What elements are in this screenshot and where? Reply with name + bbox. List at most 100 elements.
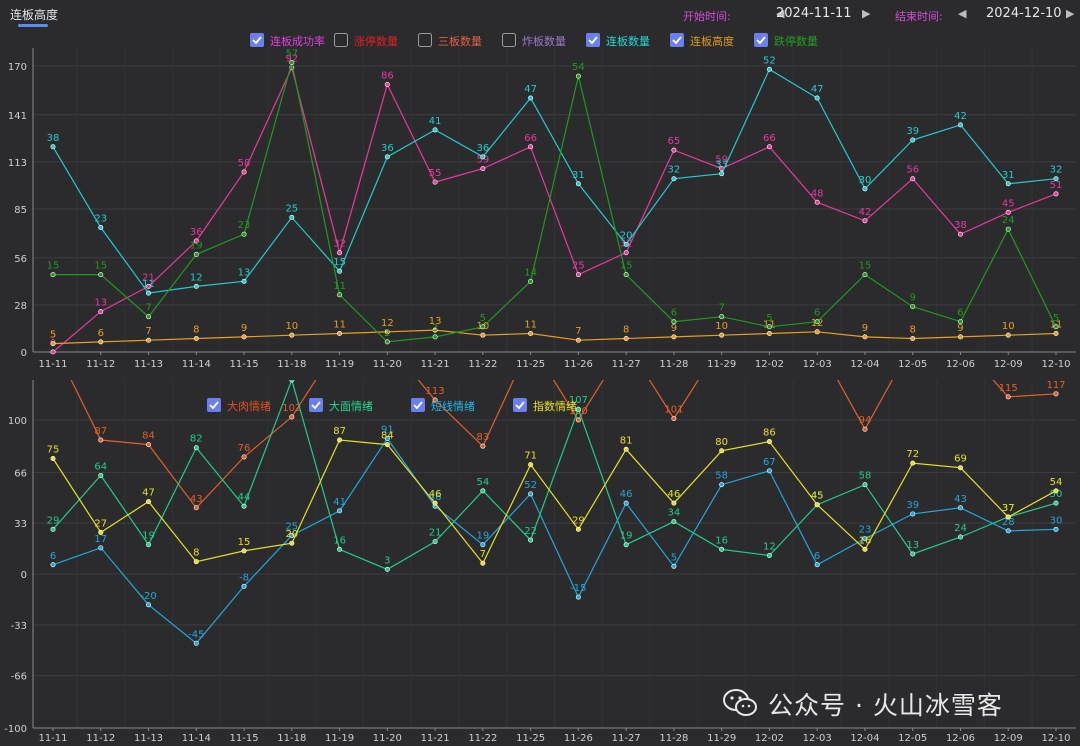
data-label: 5 — [671, 552, 677, 563]
end-date-prev-icon[interactable]: ◀ — [958, 7, 967, 20]
data-label: 54 — [572, 62, 585, 73]
data-label: 15 — [238, 537, 251, 548]
data-label: 66 — [524, 133, 537, 144]
data-label: 52 — [524, 480, 537, 491]
legend-item-指数情绪[interactable]: 指数情绪 — [513, 398, 577, 413]
data-label: 52 — [763, 55, 776, 66]
data-label: 32 — [333, 239, 346, 250]
data-label: 19 — [620, 531, 633, 542]
legend-label: 三板数量 — [438, 34, 482, 48]
data-label: 31 — [1002, 170, 1015, 181]
legend-checkbox — [586, 33, 600, 47]
data-point — [957, 122, 963, 128]
data-point — [814, 502, 820, 508]
data-point — [432, 327, 438, 333]
x-tick-label: 11-12 — [86, 359, 115, 370]
data-label: 9 — [671, 323, 677, 334]
data-point — [193, 505, 199, 511]
x-tick-label: 12-10 — [1041, 733, 1070, 744]
legend-checkbox — [502, 33, 516, 47]
data-label: 107 — [569, 395, 588, 406]
data-point — [1005, 332, 1011, 338]
data-point — [910, 336, 916, 342]
legend-item-炸板数量[interactable]: 炸板数量 — [502, 33, 567, 49]
data-point — [432, 500, 438, 506]
data-label: 46 — [429, 492, 442, 503]
data-point — [910, 551, 916, 557]
data-point — [814, 199, 820, 205]
data-point — [1053, 391, 1059, 397]
y-tick-label: 113 — [8, 158, 27, 169]
data-point — [289, 332, 295, 338]
data-label: 12 — [381, 318, 394, 329]
data-point — [50, 526, 56, 532]
data-label: 29 — [572, 515, 585, 526]
legend-label: 连板成功率 — [270, 34, 325, 48]
data-label: 71 — [524, 451, 537, 462]
data-point — [528, 330, 534, 336]
end-date-next-icon[interactable]: ▶ — [1066, 7, 1075, 20]
data-point — [289, 60, 295, 66]
data-label: 11 — [524, 319, 537, 330]
check-icon — [672, 36, 682, 45]
data-label: 86 — [763, 428, 776, 439]
data-point — [575, 594, 581, 600]
x-tick-label: 11-25 — [516, 733, 545, 744]
x-tick-label: 12-09 — [994, 733, 1023, 744]
legend-item-连板数量[interactable]: 连板数量 — [586, 33, 650, 48]
data-point — [766, 439, 772, 445]
x-tick-label: 11-12 — [86, 733, 115, 744]
legend-item-涨停数量[interactable]: 涨停数量 — [334, 33, 399, 49]
data-label: 13 — [429, 316, 442, 327]
legend-item-连板高度[interactable]: 连板高度 — [670, 33, 734, 48]
data-label: 14 — [524, 267, 537, 278]
start-date-prev-icon[interactable]: ◀ — [776, 7, 785, 20]
data-point — [671, 500, 677, 506]
data-point — [193, 559, 199, 565]
legend-item-大面情绪[interactable]: 大面情绪 — [309, 398, 373, 413]
legend-item-大肉情绪[interactable]: 大肉情绪 — [207, 398, 271, 413]
data-label: 87 — [333, 426, 346, 437]
data-label: 113 — [426, 386, 445, 397]
data-label: 69 — [954, 454, 967, 465]
data-label: 12 — [190, 272, 203, 283]
data-label: 15 — [94, 261, 107, 272]
data-point — [241, 548, 247, 554]
data-label: 101 — [664, 404, 683, 415]
data-point — [814, 319, 820, 325]
legend-item-跌停数量[interactable]: 跌停数量 — [754, 33, 818, 48]
x-tick-label: 12-10 — [1041, 359, 1070, 370]
data-point — [1005, 394, 1011, 400]
data-label: 66 — [763, 133, 776, 144]
data-point — [528, 95, 534, 101]
x-tick-label: 12-06 — [946, 359, 975, 370]
data-label: 8 — [193, 548, 199, 559]
legend-label: 涨停数量 — [354, 34, 398, 48]
y-tick-label: -33 — [11, 621, 27, 632]
data-point — [193, 640, 199, 646]
x-tick-label: 11-14 — [182, 359, 211, 370]
tab-lianban-height[interactable]: 连板高度 — [10, 8, 59, 22]
start-date-next-icon[interactable]: ▶ — [862, 7, 871, 20]
data-point — [98, 437, 104, 443]
data-label: 10 — [1002, 321, 1015, 332]
data-point — [719, 448, 725, 454]
x-tick-label: 12-04 — [850, 359, 879, 370]
data-point — [719, 546, 725, 552]
data-point — [957, 231, 963, 237]
data-label: 46 — [429, 489, 442, 500]
data-point — [1005, 181, 1011, 187]
check-icon — [515, 401, 525, 410]
data-label: 65 — [668, 136, 681, 147]
legend-item-短线情绪[interactable]: 短线情绪 — [411, 398, 475, 413]
legend-item-三板数量[interactable]: 三板数量 — [418, 33, 483, 49]
data-label: 92 — [285, 54, 298, 65]
data-point — [671, 334, 677, 340]
data-label: 28 — [1002, 517, 1015, 528]
data-point — [432, 179, 438, 185]
data-point — [671, 176, 677, 182]
legend-item-连板成功率[interactable]: 连板成功率 — [250, 33, 325, 48]
data-point — [814, 329, 820, 335]
data-label: 67 — [763, 457, 776, 468]
data-point — [719, 171, 725, 177]
